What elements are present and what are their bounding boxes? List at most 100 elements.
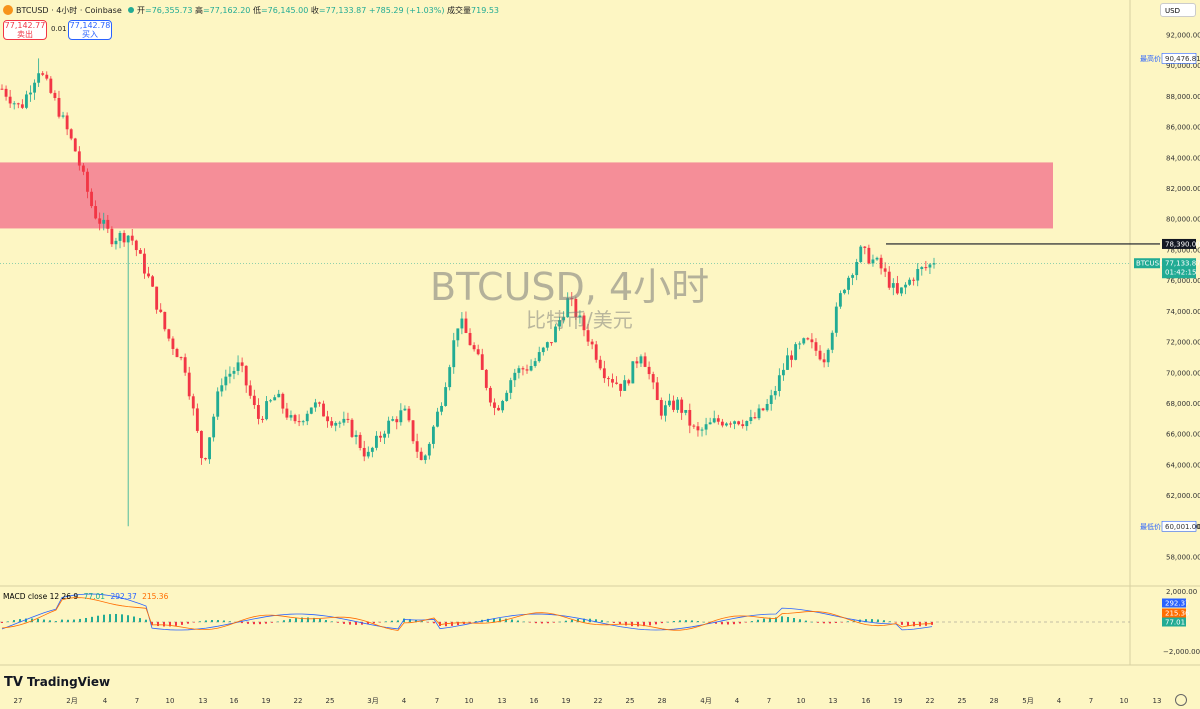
candle-body[interactable] <box>838 293 842 307</box>
candle-body[interactable] <box>928 264 932 268</box>
candle-body[interactable] <box>932 263 936 265</box>
candle-body[interactable] <box>236 362 240 371</box>
candle-body[interactable] <box>586 330 590 342</box>
candle-body[interactable] <box>199 430 203 459</box>
candle-body[interactable] <box>802 338 806 344</box>
candle-body[interactable] <box>594 344 598 360</box>
candle-body[interactable] <box>578 315 582 318</box>
candle-body[interactable] <box>240 362 244 366</box>
candle-body[interactable] <box>265 401 268 420</box>
candle-body[interactable] <box>655 382 659 401</box>
candle-body[interactable] <box>855 261 859 276</box>
candle-body[interactable] <box>704 424 708 430</box>
candle-body[interactable] <box>33 82 36 93</box>
candle-body[interactable] <box>73 138 77 152</box>
candle-body[interactable] <box>155 286 159 310</box>
candle-body[interactable] <box>688 409 692 426</box>
candle-body[interactable] <box>45 74 49 79</box>
candle-body[interactable] <box>289 415 293 418</box>
candle-body[interactable] <box>53 92 57 98</box>
candle-body[interactable] <box>639 356 643 364</box>
candle-body[interactable] <box>887 271 891 288</box>
candle-body[interactable] <box>326 416 330 422</box>
candle-body[interactable] <box>208 437 211 460</box>
candle-body[interactable] <box>615 382 618 384</box>
candle-body[interactable] <box>806 338 810 340</box>
candle-body[interactable] <box>37 73 41 83</box>
candle-body[interactable] <box>708 422 712 425</box>
resistance-zone[interactable] <box>0 162 1053 229</box>
candle-body[interactable] <box>252 395 256 406</box>
candle-body[interactable] <box>452 340 456 368</box>
candle-body[interactable] <box>668 400 671 406</box>
candle-body[interactable] <box>680 399 684 413</box>
candle-body[interactable] <box>175 348 179 358</box>
candle-body[interactable] <box>94 206 98 219</box>
candle-body[interactable] <box>122 232 126 243</box>
candle-body[interactable] <box>525 369 529 371</box>
candle-body[interactable] <box>318 402 321 404</box>
tradingview-logo[interactable]: TV TradingView <box>4 675 111 690</box>
candle-body[interactable] <box>187 372 191 397</box>
candle-body[interactable] <box>920 267 924 270</box>
candle-body[interactable] <box>419 451 423 461</box>
candle-body[interactable] <box>313 402 317 408</box>
candle-body[interactable] <box>399 410 403 423</box>
candle-body[interactable] <box>786 355 789 370</box>
candle-body[interactable] <box>851 275 855 278</box>
candle-body[interactable] <box>436 411 439 427</box>
candle-body[interactable] <box>143 253 146 274</box>
candle-body[interactable] <box>204 458 207 460</box>
candle-body[interactable] <box>794 344 798 360</box>
candle-body[interactable] <box>891 283 895 288</box>
candle-body[interactable] <box>248 385 252 396</box>
candle-body[interactable] <box>834 306 838 333</box>
candle-body[interactable] <box>358 434 362 448</box>
candle-body[interactable] <box>566 298 570 318</box>
candle-body[interactable] <box>476 349 480 355</box>
candle-body[interactable] <box>863 246 867 248</box>
candle-body[interactable] <box>163 311 167 330</box>
candle-body[interactable] <box>562 317 566 321</box>
candle-body[interactable] <box>826 349 830 363</box>
candle-body[interactable] <box>590 341 594 345</box>
candle-body[interactable] <box>908 279 912 285</box>
candle-body[interactable] <box>269 400 273 402</box>
candle-body[interactable] <box>65 115 69 130</box>
candle-body[interactable] <box>879 257 883 269</box>
candle-body[interactable] <box>444 387 448 406</box>
candle-body[interactable] <box>285 408 289 418</box>
candle-body[interactable] <box>480 354 484 370</box>
candle-body[interactable] <box>684 409 688 413</box>
candle-body[interactable] <box>387 420 391 434</box>
candle-body[interactable] <box>745 421 749 427</box>
sell-button[interactable]: 77,142.77 卖出 <box>3 20 47 40</box>
candle-body[interactable] <box>757 408 761 419</box>
candle-body[interactable] <box>558 320 561 327</box>
candle-body[interactable] <box>484 369 488 388</box>
candle-body[interactable] <box>529 366 533 371</box>
candle-body[interactable] <box>81 165 85 172</box>
candle-body[interactable] <box>448 367 452 388</box>
candle-body[interactable] <box>627 380 631 384</box>
candle-body[interactable] <box>554 326 557 343</box>
candle-body[interactable] <box>220 385 224 392</box>
candle-body[interactable] <box>843 289 846 294</box>
candle-body[interactable] <box>541 347 545 353</box>
candle-body[interactable] <box>102 219 106 224</box>
candle-body[interactable] <box>472 345 476 350</box>
candle-body[interactable] <box>643 356 647 367</box>
candle-body[interactable] <box>20 104 24 108</box>
candle-body[interactable] <box>228 373 232 377</box>
candle-body[interactable] <box>830 332 834 350</box>
candle-body[interactable] <box>924 267 928 269</box>
candle-body[interactable] <box>810 339 814 343</box>
symbol-title[interactable]: BTCUSD · 4小时 · Coinbase <box>16 5 135 16</box>
candle-body[interactable] <box>509 380 513 393</box>
candle-body[interactable] <box>338 422 342 424</box>
candle-body[interactable] <box>183 357 187 373</box>
candle-body[interactable] <box>151 276 155 287</box>
candle-body[interactable] <box>277 393 281 398</box>
candle-body[interactable] <box>29 92 32 95</box>
